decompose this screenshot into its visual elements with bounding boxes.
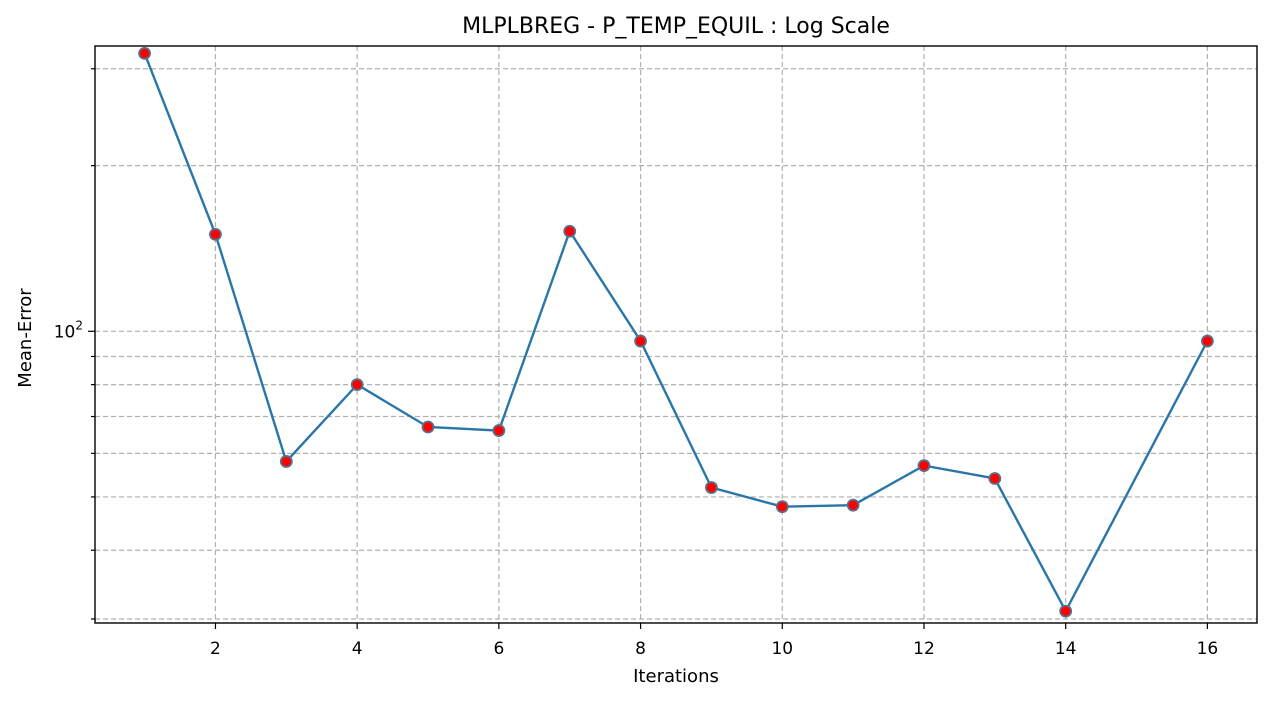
data-point: [1059, 604, 1073, 618]
data-point: [1201, 334, 1214, 348]
x-tick-label: 12: [913, 639, 935, 659]
data-point: [634, 334, 647, 348]
x-tick-label: 6: [493, 639, 504, 659]
data-point: [988, 472, 1002, 485]
x-tick-label: 10: [771, 639, 793, 659]
x-tick-label: 14: [1055, 639, 1077, 659]
data-point: [492, 424, 506, 437]
data-point: [705, 481, 718, 494]
series-line: [143, 52, 1209, 614]
data-point: [138, 46, 151, 60]
x-tick-label: 16: [1197, 639, 1219, 659]
x-tick-label: 2: [210, 639, 221, 659]
data-point: [775, 500, 789, 514]
data-point: [279, 455, 293, 468]
data-point: [209, 228, 222, 241]
x-tick-label: 4: [352, 639, 363, 659]
x-axis-label: Iterations: [633, 666, 719, 687]
y-axis-label: Mean-Error: [15, 288, 36, 388]
data-point: [846, 498, 860, 512]
x-tick-label: 8: [635, 639, 646, 659]
plot-frame: [94, 45, 1258, 624]
grid-layer: [95, 46, 1257, 623]
data-point: [421, 420, 435, 434]
series-layer: [138, 46, 1214, 618]
data-point: [350, 378, 364, 392]
chart-title: MLPLBREG - P_TEMP_EQUIL : Log Scale: [462, 14, 890, 39]
y-tick-label: 102: [54, 318, 83, 342]
data-point: [917, 459, 931, 473]
data-point: [563, 224, 577, 238]
